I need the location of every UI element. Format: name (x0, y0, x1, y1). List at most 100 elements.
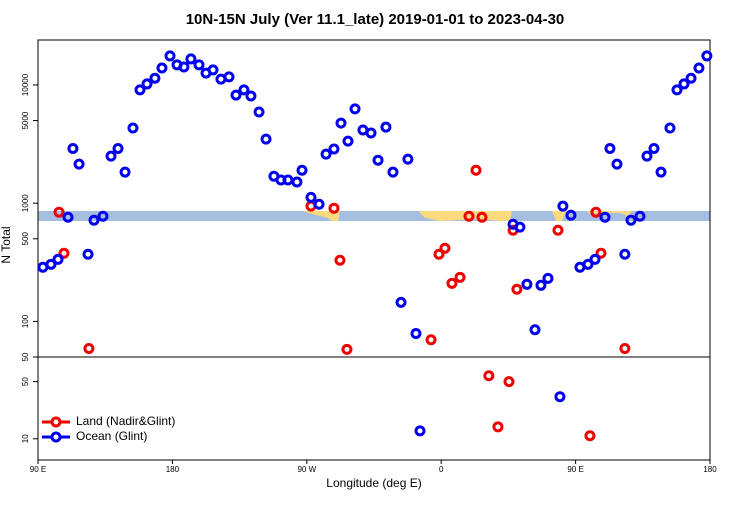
point (521, 278, 533, 290)
point (685, 72, 697, 84)
y-tick-label: 10 (21, 434, 30, 443)
y-tick-label: 10000 (21, 73, 30, 96)
point (582, 258, 594, 270)
point (105, 150, 117, 162)
point (599, 211, 611, 223)
legend-label: Land (Nadir&Glint) (76, 414, 175, 428)
point (557, 200, 569, 212)
point (671, 84, 683, 96)
point (260, 133, 272, 145)
point (335, 117, 347, 129)
point (402, 153, 414, 165)
y-tick-label: 100 (21, 314, 30, 328)
point (648, 143, 660, 155)
point (53, 206, 65, 218)
point (149, 72, 161, 84)
point (454, 271, 466, 283)
x-tick-label: 90 E (30, 465, 46, 474)
point (320, 148, 332, 160)
point (655, 166, 667, 178)
point (349, 103, 361, 115)
point (156, 62, 168, 74)
point (67, 143, 79, 155)
point (470, 164, 482, 176)
point (604, 143, 616, 155)
y-axis-label: N Total (0, 226, 13, 263)
point (514, 221, 526, 233)
point (223, 71, 235, 83)
point (342, 135, 354, 147)
point (641, 150, 653, 162)
legend-marker (50, 416, 62, 428)
y-tick-label: 50 (21, 377, 30, 386)
point (328, 202, 340, 214)
point (253, 106, 265, 118)
point (334, 254, 346, 266)
point (245, 90, 257, 102)
point (83, 343, 95, 355)
legend-label: Ocean (Glint) (76, 429, 147, 443)
lower-frame (37, 356, 711, 461)
point (554, 391, 566, 403)
x-tick-label: 90 E (567, 465, 583, 474)
point (341, 343, 353, 355)
point (439, 242, 451, 254)
point (52, 253, 64, 265)
point (414, 425, 426, 437)
y-tick-label: 50 (21, 352, 30, 361)
point (88, 214, 100, 226)
point (446, 277, 458, 289)
point (127, 122, 139, 134)
point (164, 50, 176, 62)
point (584, 430, 596, 442)
y-tick-label: 5000 (21, 111, 30, 129)
point (634, 210, 646, 222)
x-axis-label: Longitude (deg E) (326, 476, 421, 490)
legend-marker (50, 431, 62, 443)
point (552, 224, 564, 236)
point (529, 324, 541, 336)
point (425, 334, 437, 346)
coverage-band (38, 211, 710, 221)
y-tick-label: 500 (21, 232, 30, 246)
point (328, 143, 340, 155)
point (463, 210, 475, 222)
point (230, 89, 242, 101)
chart-title: 10N-15N July (Ver 11.1_late) 2019-01-01 … (186, 11, 565, 28)
point (410, 328, 422, 340)
point (387, 166, 399, 178)
point (535, 279, 547, 291)
x-tick-label: 180 (166, 465, 180, 474)
x-tick-label: 90 W (297, 465, 316, 474)
point (701, 50, 713, 62)
point (82, 248, 94, 260)
point (589, 253, 601, 265)
point (380, 121, 392, 133)
y-tick-label: 1000 (21, 194, 30, 212)
point (73, 158, 85, 170)
point (134, 84, 146, 96)
point (45, 258, 57, 270)
point (476, 211, 488, 223)
point (595, 247, 607, 259)
point (503, 376, 515, 388)
point (313, 198, 325, 210)
point (372, 154, 384, 166)
point (185, 53, 197, 65)
point (141, 78, 153, 90)
point (296, 164, 308, 176)
point (207, 64, 219, 76)
point (62, 211, 74, 223)
point (483, 370, 495, 382)
point (664, 122, 676, 134)
point (238, 84, 250, 96)
point (542, 272, 554, 284)
point (619, 343, 631, 355)
point (112, 143, 124, 155)
point (678, 78, 690, 90)
point (590, 206, 602, 218)
point (433, 248, 445, 260)
point (693, 62, 705, 74)
point (193, 59, 205, 71)
